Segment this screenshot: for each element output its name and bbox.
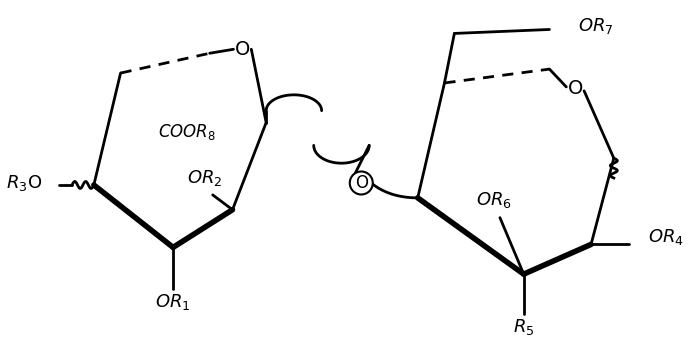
Text: $OR_1$: $OR_1$ (155, 292, 191, 312)
Text: $OR_7$: $OR_7$ (578, 16, 614, 36)
Text: $OR_2$: $OR_2$ (187, 168, 223, 188)
Text: O: O (568, 79, 583, 98)
Text: $OR_4$: $OR_4$ (648, 228, 685, 248)
Text: $R_3$O: $R_3$O (6, 173, 42, 193)
Text: $R_5$: $R_5$ (513, 317, 534, 337)
Text: $COOR_8$: $COOR_8$ (158, 122, 216, 142)
Text: O: O (355, 174, 368, 192)
Text: O: O (234, 40, 250, 59)
Text: $OR_6$: $OR_6$ (476, 190, 512, 210)
